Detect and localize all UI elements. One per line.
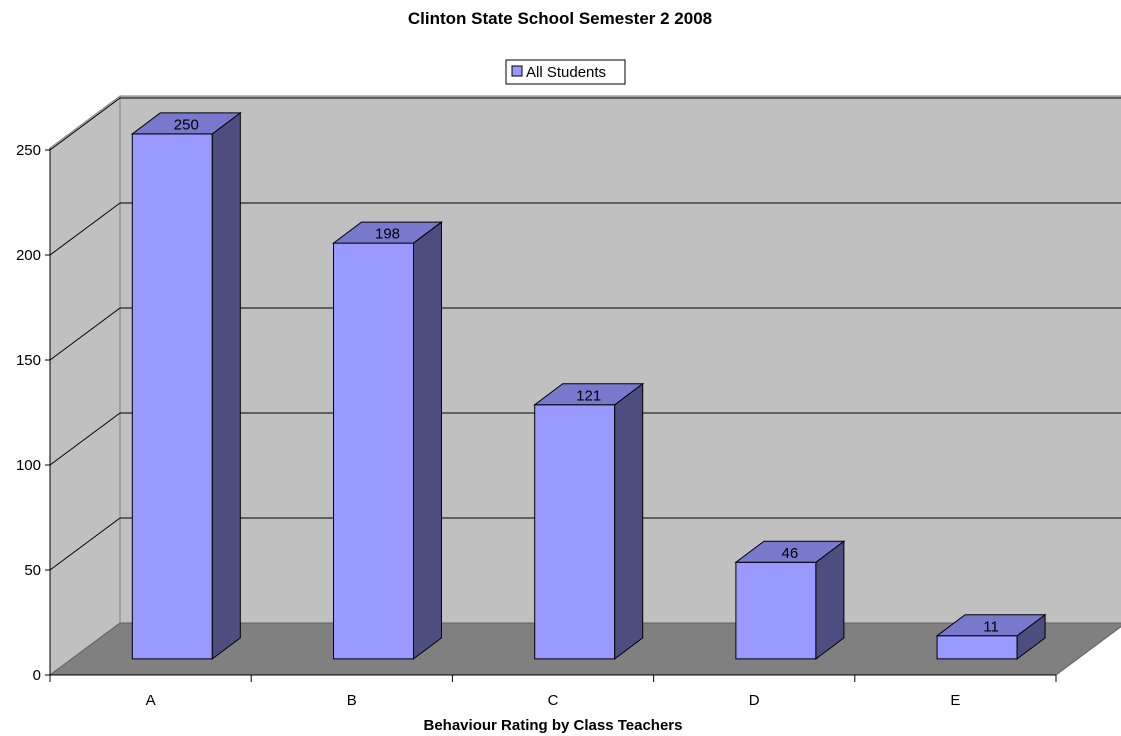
bar-side bbox=[413, 221, 442, 660]
legend: All Students bbox=[505, 59, 626, 85]
legend-label: All Students bbox=[526, 64, 606, 81]
x-tick-label: C bbox=[548, 692, 559, 709]
y-tick-label: 150 bbox=[16, 352, 41, 369]
x-tick-label: E bbox=[950, 692, 960, 709]
data-label: 250 bbox=[174, 116, 199, 133]
bar bbox=[735, 561, 817, 660]
gridline bbox=[49, 97, 121, 151]
bar-top bbox=[734, 540, 846, 563]
bar-side bbox=[211, 111, 241, 660]
x-tick-label: A bbox=[146, 692, 156, 709]
data-label: 121 bbox=[576, 387, 601, 404]
left-wall bbox=[49, 95, 121, 676]
bar bbox=[131, 133, 213, 660]
bar-top bbox=[533, 383, 645, 406]
bar-top bbox=[935, 614, 1047, 637]
bar-side bbox=[614, 382, 644, 660]
bar bbox=[333, 242, 414, 660]
bar-top bbox=[130, 112, 242, 135]
y-tick-label: 50 bbox=[24, 562, 41, 579]
legend-swatch bbox=[511, 65, 523, 77]
chart-title: Clinton State School Semester 2 2008 bbox=[408, 9, 712, 28]
bar bbox=[534, 404, 616, 660]
gridline bbox=[49, 412, 121, 466]
gridline bbox=[49, 202, 121, 256]
bar-top bbox=[332, 221, 443, 244]
x-axis-title: Behaviour Rating by Class Teachers bbox=[424, 717, 683, 734]
y-tick-label: 100 bbox=[16, 457, 41, 474]
y-tick-label: 0 bbox=[33, 667, 41, 684]
plot-area: 0 50 100 150 200 250 A B C D E 250 198 121 46 11 bbox=[16, 95, 1121, 709]
gridline bbox=[49, 307, 121, 361]
gridline bbox=[49, 517, 121, 571]
y-tick-label: 200 bbox=[16, 247, 41, 264]
data-label: 46 bbox=[782, 545, 799, 562]
legend-box bbox=[505, 59, 626, 85]
y-tick-label: 250 bbox=[16, 142, 41, 159]
bar bbox=[936, 635, 1018, 660]
x-tick-label: B bbox=[347, 692, 357, 709]
data-label: 198 bbox=[375, 226, 400, 243]
data-label: 11 bbox=[983, 618, 999, 635]
x-tick-label: D bbox=[749, 692, 760, 709]
